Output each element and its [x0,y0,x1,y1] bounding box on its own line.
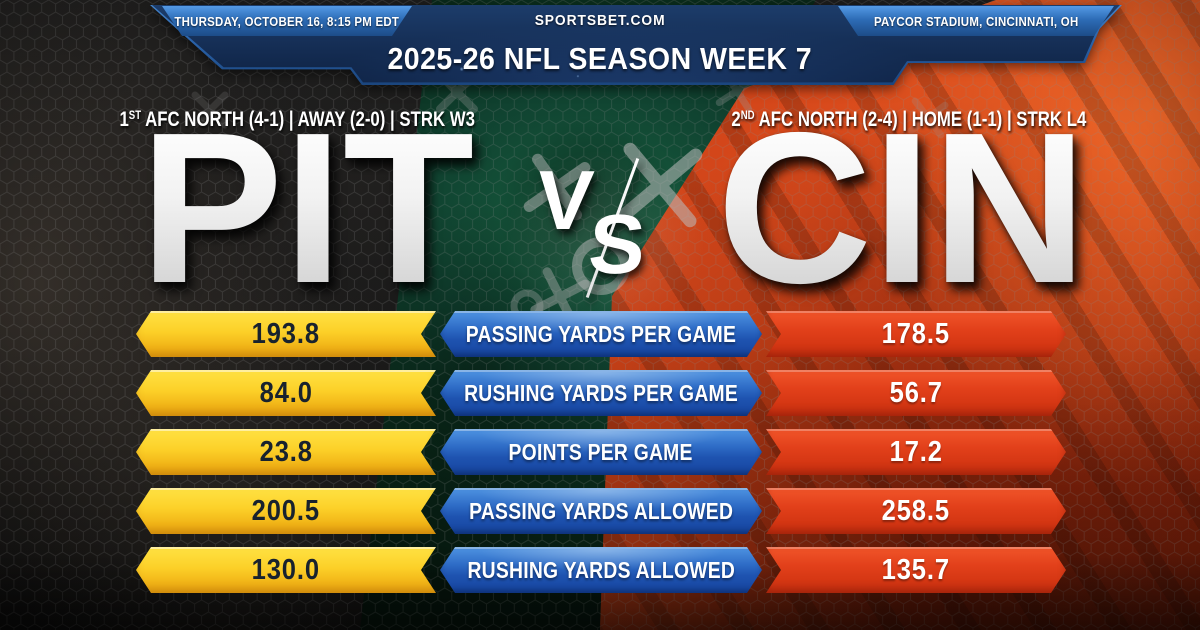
stat-label-bar: PASSING YARDS PER GAME [440,311,762,357]
away-stat-bar: 130.0 [136,547,436,593]
season-week-title: 2025-26 NFL SEASON WEEK 7 [387,41,813,76]
away-stat-value: 130.0 [251,553,321,586]
away-stat-bar: 23.8 [136,429,436,475]
page-title: 2025-26 NFL SEASON WEEK 7 [0,41,1200,77]
home-stat-bar: 258.5 [766,488,1066,534]
home-stat-value: 56.7 [889,376,943,409]
stat-label-bar: RUSHING YARDS PER GAME [440,370,762,416]
home-stat-bar: 178.5 [766,311,1066,357]
stat-label-bar: POINTS PER GAME [440,429,762,475]
home-stat-value: 178.5 [881,317,951,350]
vs-mark: V S [533,153,663,299]
stat-label: PASSING YARDS ALLOWED [468,497,733,524]
away-stat-value: 84.0 [259,376,313,409]
stat-comparison-table: 193.8 PASSING YARDS PER GAME 178.5 84.0 … [136,311,1066,606]
away-stat-value: 23.8 [259,435,313,468]
stat-label-bar: RUSHING YARDS ALLOWED [440,547,762,593]
stat-row: 23.8 POINTS PER GAME 17.2 [136,429,1066,475]
home-stat-value: 135.7 [881,553,951,586]
stat-label: RUSHING YARDS ALLOWED [467,556,735,583]
stat-row: 193.8 PASSING YARDS PER GAME 178.5 [136,311,1066,357]
away-stat-bar: 193.8 [136,311,436,357]
away-stat-value: 193.8 [251,317,321,350]
vs-letter-s: S [585,197,649,291]
stat-row: 200.5 PASSING YARDS ALLOWED 258.5 [136,488,1066,534]
stat-label: RUSHING YARDS PER GAME [464,379,738,406]
home-team-abbr: CIN [702,100,1102,315]
site-branding: SPORTSBET.COM [0,12,1200,29]
away-stat-bar: 200.5 [136,488,436,534]
stat-label-bar: PASSING YARDS ALLOWED [440,488,762,534]
away-team-abbr: PIT [107,100,507,315]
stat-label: POINTS PER GAME [508,438,694,465]
home-stat-value: 17.2 [889,435,943,468]
home-stat-bar: 135.7 [766,547,1066,593]
stat-row: 130.0 RUSHING YARDS ALLOWED 135.7 [136,547,1066,593]
home-stat-bar: 17.2 [766,429,1066,475]
stat-row: 84.0 RUSHING YARDS PER GAME 56.7 [136,370,1066,416]
site-name: SPORTSBET.COM [534,12,666,29]
home-stat-bar: 56.7 [766,370,1066,416]
home-stat-value: 258.5 [881,494,951,527]
vs-letter-v: V [533,153,597,247]
stat-label: PASSING YARDS PER GAME [465,320,737,347]
away-stat-bar: 84.0 [136,370,436,416]
away-stat-value: 200.5 [251,494,321,527]
